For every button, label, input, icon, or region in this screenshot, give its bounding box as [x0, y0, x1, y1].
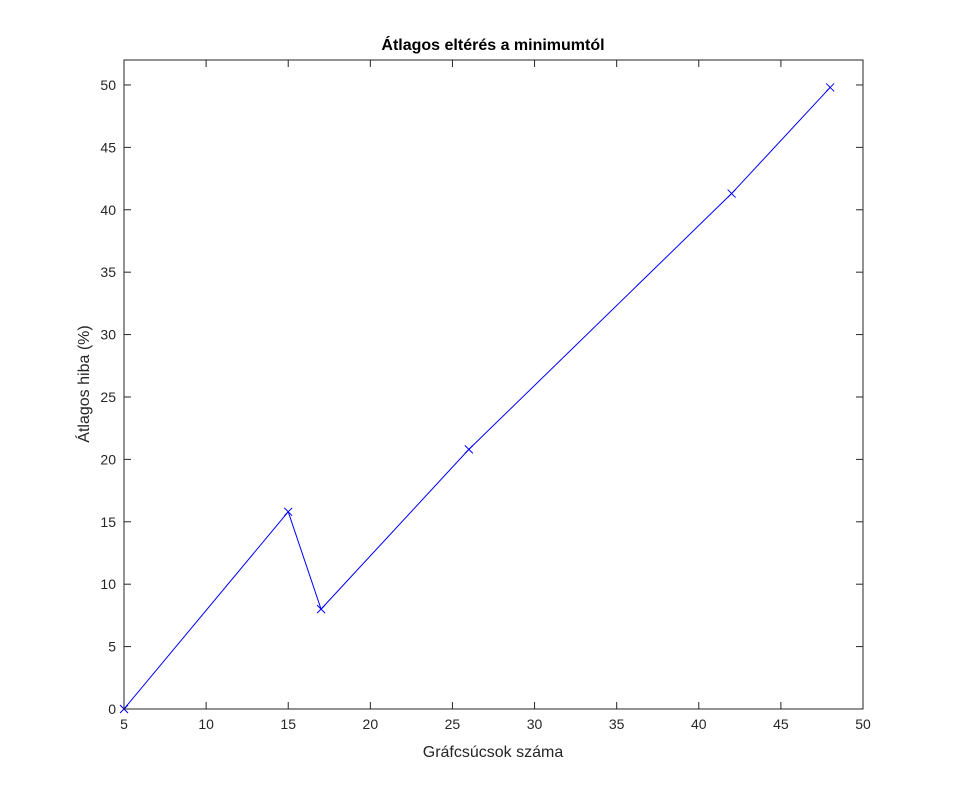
y-tick-label: 10 [100, 576, 116, 592]
x-tick-label: 35 [609, 716, 625, 732]
y-tick-label: 50 [100, 77, 116, 93]
y-tick-label: 45 [100, 139, 116, 155]
x-tick-label: 5 [120, 716, 128, 732]
axes-box [123, 59, 864, 710]
y-tick-label: 15 [100, 514, 116, 530]
y-tick-label: 35 [100, 264, 116, 280]
data-point-marker [825, 83, 835, 92]
chart-title: Átlagos eltérés a minimumtól [381, 35, 604, 54]
data-point-marker [316, 604, 326, 614]
x-tick-label: 15 [280, 716, 296, 732]
series-line [123, 87, 831, 710]
y-tick-label: 25 [100, 389, 116, 405]
y-tick-label: 40 [100, 202, 116, 218]
y-tick-label: 5 [108, 639, 116, 655]
x-tick-label: 25 [445, 716, 461, 732]
y-tick-label: 0 [108, 701, 116, 717]
x-tick-label: 50 [855, 716, 871, 732]
data-point-marker [727, 189, 736, 198]
y-axis-label: Átlagos hiba (%) [74, 325, 93, 442]
data-point-marker [464, 445, 474, 454]
x-axis-label: Gráfcsúcsok száma [423, 744, 564, 761]
plot-area [124, 60, 863, 709]
x-tick-label: 40 [691, 716, 707, 732]
x-tick-label: 10 [198, 716, 214, 732]
x-tick-label: 45 [773, 716, 789, 732]
x-tick-label: 20 [363, 716, 379, 732]
data-point-marker [283, 507, 293, 517]
x-tick-label: 30 [527, 716, 543, 732]
y-tick-label: 30 [100, 327, 116, 343]
y-tick-label: 20 [100, 451, 116, 467]
